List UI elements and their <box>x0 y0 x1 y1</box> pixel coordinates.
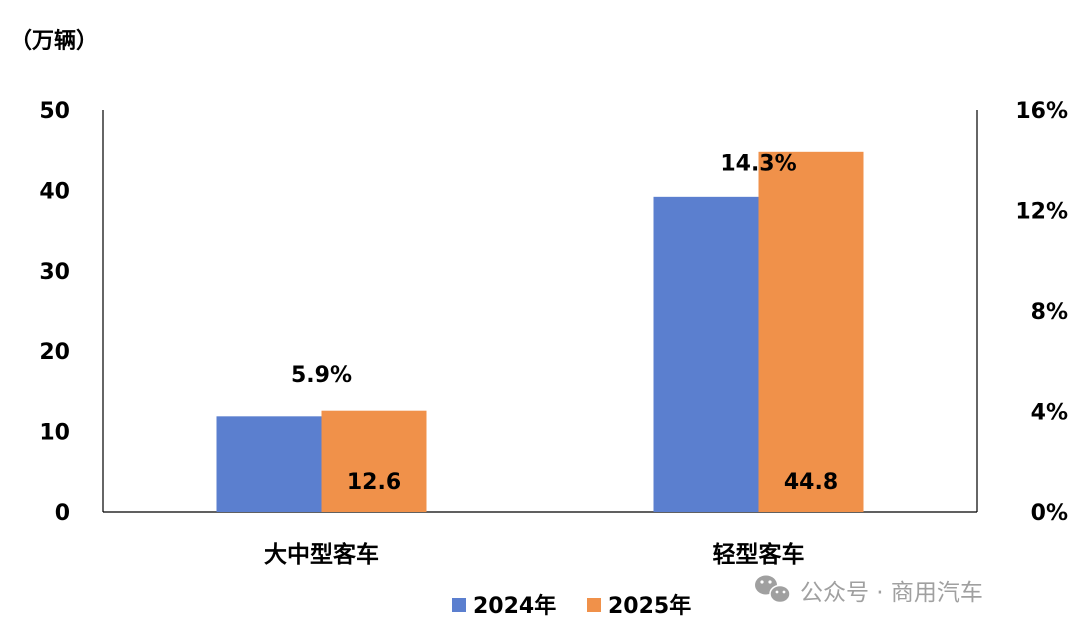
growth-rate-label: 5.9% <box>291 363 352 388</box>
axes: 0 10 20 30 40 50 0% 4% 8% 12% 16% <box>39 99 1068 526</box>
watermark: 公众号 · 商用汽车 <box>755 575 983 606</box>
x-tick-label: 轻型客车 <box>713 541 805 568</box>
y2-tick-label: 12% <box>1015 200 1068 225</box>
legend-swatch-2024年 <box>452 598 466 612</box>
y2-tick-label: 0% <box>1031 501 1068 526</box>
y-tick-label: 0 <box>55 501 70 526</box>
bar-2025年-大中型客车 <box>321 410 427 512</box>
y-tick-label: 30 <box>39 260 70 285</box>
legend: 2024年 2025年 <box>452 593 691 619</box>
bar-2025年-轻型客车 <box>758 151 864 513</box>
bar-2024年-大中型客车 <box>216 416 322 512</box>
wechat-icon <box>755 575 791 604</box>
data-label: 44.8 <box>784 470 838 495</box>
y-tick-label: 50 <box>39 99 70 124</box>
x-tick-label: 大中型客车 <box>264 541 379 568</box>
y2-tick-label: 4% <box>1031 401 1068 426</box>
legend-label: 2025年 <box>608 593 691 619</box>
y-tick-label: 40 <box>39 179 70 204</box>
growth-rate-label: 14.3% <box>720 152 796 177</box>
y-axis-unit-label: （万辆） <box>10 28 98 54</box>
labels: 12.6 5.9% 大中型客车 44.8 14.3% 轻型客车 <box>264 152 838 568</box>
y-tick-label: 20 <box>39 340 70 365</box>
y2-tick-label: 8% <box>1031 300 1068 325</box>
watermark-text: 公众号 · 商用汽车 <box>800 580 983 606</box>
y-tick-label: 10 <box>39 421 70 446</box>
legend-label: 2024年 <box>473 593 556 619</box>
data-label: 12.6 <box>347 470 401 495</box>
y2-tick-label: 16% <box>1015 99 1068 124</box>
bars <box>216 151 864 513</box>
bar-2024年-轻型客车 <box>653 196 759 512</box>
legend-swatch-2025年 <box>587 598 601 612</box>
